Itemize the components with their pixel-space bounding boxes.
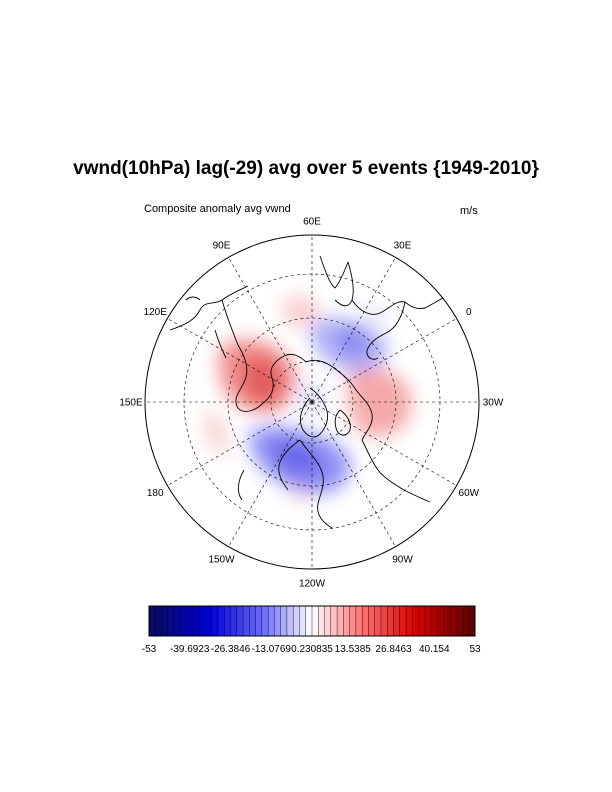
colorbar-box — [449, 605, 457, 637]
colorbar — [148, 605, 476, 637]
page-title: vwnd(10hPa) lag(-29) avg over 5 events {… — [73, 158, 539, 179]
longitude-label: 150E — [119, 398, 143, 409]
colorbar-box — [412, 605, 419, 637]
longitude-label: 60E — [303, 217, 321, 228]
longitude-labels: 60E 30E 0 30W 60W 90W 120W 150W 180 150E 120E 90E — [119, 217, 504, 590]
meridian-line — [167, 401, 313, 486]
colorbar-box — [192, 605, 200, 637]
colorbar-tick-label: 13.5385 — [334, 644, 371, 655]
colorbar-box — [462, 605, 470, 637]
colorbar-box — [148, 605, 156, 637]
colorbar-box — [286, 605, 294, 637]
colorbar-box — [355, 605, 363, 637]
lat-circle-75 — [270, 360, 354, 444]
colorbar-box — [161, 605, 169, 637]
colorbar-box — [455, 605, 463, 637]
longitude-label: 30W — [483, 398, 504, 409]
colorbar-box — [361, 605, 369, 637]
colorbar-tick-label: -13.0769 — [251, 644, 291, 655]
colorbar-tick-label: 26.8463 — [375, 644, 412, 655]
colorbar-box — [167, 605, 175, 637]
longitude-label: 90E — [213, 241, 231, 252]
negative-anomaly-northeast — [360, 303, 389, 327]
colorbar-box — [311, 605, 319, 637]
colorbar-tick-label: -26.3846 — [210, 644, 251, 655]
meridian-line — [311, 318, 457, 403]
colorbar-box — [274, 605, 282, 637]
colorbar-box — [249, 605, 256, 637]
meridian-line — [311, 257, 396, 403]
longitude-label: 0 — [466, 307, 472, 318]
meridian-line — [167, 318, 313, 403]
map-boundary — [144, 234, 480, 570]
colorbar-box — [330, 605, 338, 637]
negative-anomaly-north-core — [340, 328, 366, 356]
colorbar-box — [387, 605, 394, 637]
longitude-label: 120E — [144, 307, 168, 318]
longitude-label: 30E — [394, 241, 412, 252]
colorbar-box — [198, 605, 206, 637]
colorbar-box — [305, 605, 313, 637]
colorbar-box — [267, 605, 275, 637]
meridian-line — [228, 257, 313, 403]
colorbar-tick-label: -39.6923 — [170, 644, 210, 655]
colorbar-tick-label: 0.230835 — [291, 644, 333, 655]
longitude-label: 60W — [459, 488, 480, 499]
anomaly-field — [169, 255, 449, 529]
colorbar-box — [155, 605, 162, 637]
positive-anomaly-southwest — [204, 409, 229, 454]
negative-anomaly-core — [271, 439, 325, 476]
units-label: m/s — [460, 205, 478, 217]
longitude-label: 90W — [392, 554, 413, 565]
colorbar-frame — [148, 605, 476, 637]
colorbar-box — [424, 605, 432, 637]
colorbar-box — [217, 605, 225, 637]
colorbar-box — [380, 605, 388, 637]
colorbar-box — [180, 605, 188, 637]
colorbar-box — [374, 605, 382, 637]
colorbar-box — [430, 605, 438, 637]
colorbar-tick-label: 40.154 — [418, 644, 450, 655]
colorbar-box — [324, 605, 332, 637]
longitude-label: 150W — [208, 554, 235, 565]
colorbar-box — [418, 605, 426, 637]
coastlines — [169, 255, 449, 529]
meridian-line — [311, 401, 457, 486]
colorbar-box — [368, 605, 376, 637]
meridian-line — [228, 401, 313, 547]
colorbar-box — [468, 605, 476, 637]
meridian-line — [311, 401, 396, 547]
longitude-label: 180 — [147, 488, 164, 499]
colorbar-box — [349, 605, 357, 637]
colorbar-box — [393, 605, 401, 637]
colorbar-box — [437, 605, 445, 637]
colorbar-box — [280, 605, 288, 637]
colorbar-box — [292, 605, 300, 637]
colorbar-box — [261, 605, 269, 637]
colorbar-box — [236, 605, 244, 637]
colorbar-box — [230, 605, 238, 637]
colorbar-box — [242, 605, 250, 637]
positive-anomaly-core — [243, 357, 283, 405]
colorbar-box — [299, 605, 307, 637]
colorbar-box — [443, 605, 451, 637]
colorbar-tick-label: -53 — [141, 644, 157, 655]
positive-anomaly-north — [282, 295, 320, 327]
colorbar-box — [336, 605, 344, 637]
colorbar-box — [399, 605, 407, 637]
colorbar-box — [186, 605, 194, 637]
colorbar-box — [255, 605, 263, 637]
colorbar-box — [211, 605, 219, 637]
longitude-gridlines — [145, 235, 479, 569]
colorbar-box — [224, 605, 231, 637]
colorbar-box — [205, 605, 213, 637]
colorbar-box — [343, 605, 351, 637]
colorbar-box — [318, 605, 325, 637]
colorbar-tick-label: 53 — [469, 644, 481, 655]
colorbar-box — [405, 605, 413, 637]
longitude-label: 120W — [299, 579, 326, 590]
colorbar-box — [173, 605, 181, 637]
left-subtitle: Composite anomaly avg vwnd — [144, 203, 291, 215]
